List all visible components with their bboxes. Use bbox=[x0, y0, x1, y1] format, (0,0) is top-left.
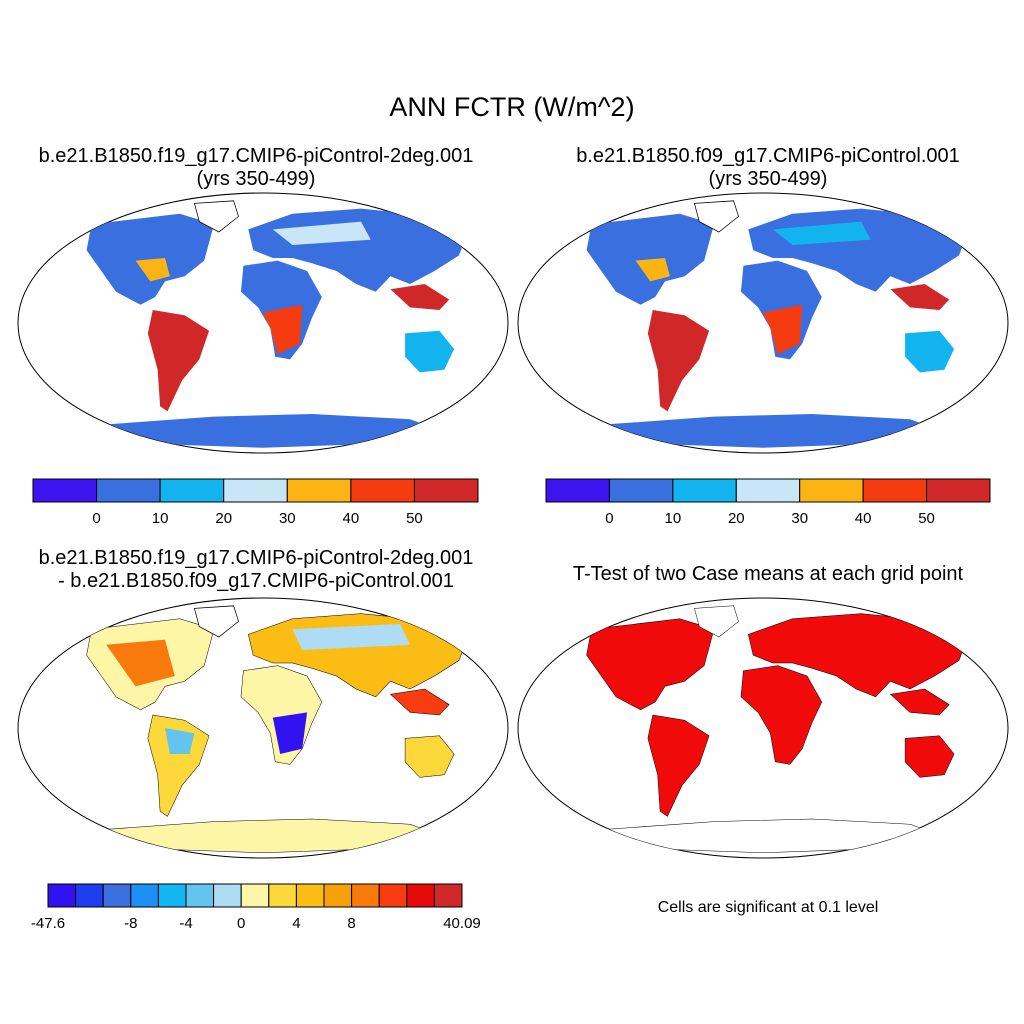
colorbar-swatch bbox=[433, 883, 463, 908]
colorbar-swatch bbox=[608, 478, 674, 503]
colorbar-swatch bbox=[350, 478, 415, 503]
colorbar-tick-label: -4 bbox=[179, 915, 192, 932]
colorbar-swatch bbox=[735, 478, 801, 503]
significance-note: Cells are significant at 0.1 level bbox=[657, 899, 879, 916]
boreal-region bbox=[272, 221, 371, 245]
africa-south-anomaly bbox=[272, 712, 308, 754]
colorbar-swatch bbox=[159, 478, 225, 503]
colorbar-swatch bbox=[223, 478, 288, 503]
map-panel-1 bbox=[17, 192, 509, 454]
colorbar-tick-label: 40 bbox=[855, 510, 872, 527]
panel-1-title-line1: b.e21.B1850.f19_g17.CMIP6-piControl-2deg… bbox=[38, 145, 474, 167]
colorbar-panel-2: 0 10 20 30 40 50 bbox=[545, 478, 991, 527]
south-america-anomaly bbox=[165, 728, 195, 754]
colorbar-tick-label: -47.6 bbox=[31, 915, 65, 932]
colorbar-swatch bbox=[96, 478, 161, 503]
colorbar-swatch bbox=[102, 883, 132, 908]
eurasia-anomaly bbox=[292, 624, 410, 650]
colorbar-panel-1: 0 10 20 30 40 50 bbox=[32, 478, 479, 527]
map-panel-3 bbox=[17, 597, 509, 859]
colorbar-swatch bbox=[32, 478, 98, 503]
colorbar-tick-label: 0 bbox=[237, 915, 245, 932]
colorbar-panel-3: -47.6 -8 -4 0 4 8 40.09 bbox=[31, 883, 481, 932]
colorbar-tick-label: 30 bbox=[791, 510, 808, 527]
panel-3-title-line1: b.e21.B1850.f19_g17.CMIP6-piControl-2deg… bbox=[38, 547, 474, 569]
colorbar-swatch bbox=[406, 883, 435, 908]
panel-3-title: b.e21.B1850.f19_g17.CMIP6-piControl-2deg… bbox=[0, 547, 512, 593]
north-america-anomaly bbox=[106, 639, 175, 687]
colorbar-swatch bbox=[295, 883, 325, 908]
colorbar-tick-label: 30 bbox=[279, 510, 296, 527]
colorbar-swatch bbox=[213, 883, 242, 908]
colorbar-tick-label: 8 bbox=[347, 915, 355, 932]
panel-4-title: T-Test of two Case means at each grid po… bbox=[572, 563, 964, 585]
boreal-region bbox=[772, 221, 871, 245]
colorbar-tick-label: 4 bbox=[292, 915, 300, 932]
colorbar-tick-label: 50 bbox=[406, 510, 423, 527]
panel-2-title-line2: (yrs 350-499) bbox=[708, 168, 828, 190]
figure-title: ANN FCTR (W/m^2) bbox=[389, 92, 635, 122]
colorbar-swatch bbox=[75, 883, 104, 908]
colorbar-tick-label: 10 bbox=[665, 510, 682, 527]
colorbar-tick-label: 10 bbox=[152, 510, 169, 527]
colorbar-swatch bbox=[926, 478, 991, 503]
panel-1-title-line2: (yrs 350-499) bbox=[196, 168, 316, 190]
colorbar-tick-label: 20 bbox=[215, 510, 232, 527]
panel-2-title-line1: b.e21.B1850.f09_g17.CMIP6-piControl.001 bbox=[576, 145, 960, 167]
colorbar-swatch bbox=[323, 883, 353, 908]
colorbar-tick-label: 0 bbox=[605, 510, 613, 527]
colorbar-swatch bbox=[130, 883, 159, 908]
colorbar-tick-label: 50 bbox=[918, 510, 935, 527]
colorbar-swatch bbox=[862, 478, 928, 503]
colorbar-swatch bbox=[286, 478, 352, 503]
colorbar-swatch bbox=[157, 883, 187, 908]
colorbar-swatch bbox=[672, 478, 737, 503]
colorbar-tick-label: 40.09 bbox=[443, 915, 481, 932]
us-east-region bbox=[635, 258, 670, 282]
map-panel-4 bbox=[517, 597, 1009, 859]
colorbar-swatch bbox=[545, 478, 610, 503]
colorbar-swatch bbox=[185, 883, 215, 908]
colorbar-tick-label: -8 bbox=[124, 915, 137, 932]
colorbar-swatch bbox=[413, 478, 479, 503]
panel-1-title: b.e21.B1850.f19_g17.CMIP6-piControl-2deg… bbox=[0, 145, 512, 191]
colorbar-tick-label: 40 bbox=[343, 510, 360, 527]
colorbar-swatch bbox=[47, 883, 77, 908]
colorbar-swatch bbox=[351, 883, 380, 908]
colorbar-swatch bbox=[240, 883, 270, 908]
colorbar-tick-label: 0 bbox=[92, 510, 100, 527]
panel-2-title: b.e21.B1850.f09_g17.CMIP6-piControl.001 … bbox=[512, 145, 1024, 191]
colorbar-swatch bbox=[378, 883, 408, 908]
us-east-region bbox=[135, 258, 170, 282]
africa-south-region bbox=[763, 304, 803, 355]
colorbar-swatch bbox=[799, 478, 864, 503]
africa-south-region bbox=[263, 304, 303, 355]
panel-3-title-line2: - b.e21.B1850.f09_g17.CMIP6-piControl.00… bbox=[58, 570, 454, 592]
colorbar-swatch bbox=[268, 883, 297, 908]
colorbar-tick-label: 20 bbox=[728, 510, 745, 527]
map-panel-2 bbox=[517, 192, 1009, 454]
